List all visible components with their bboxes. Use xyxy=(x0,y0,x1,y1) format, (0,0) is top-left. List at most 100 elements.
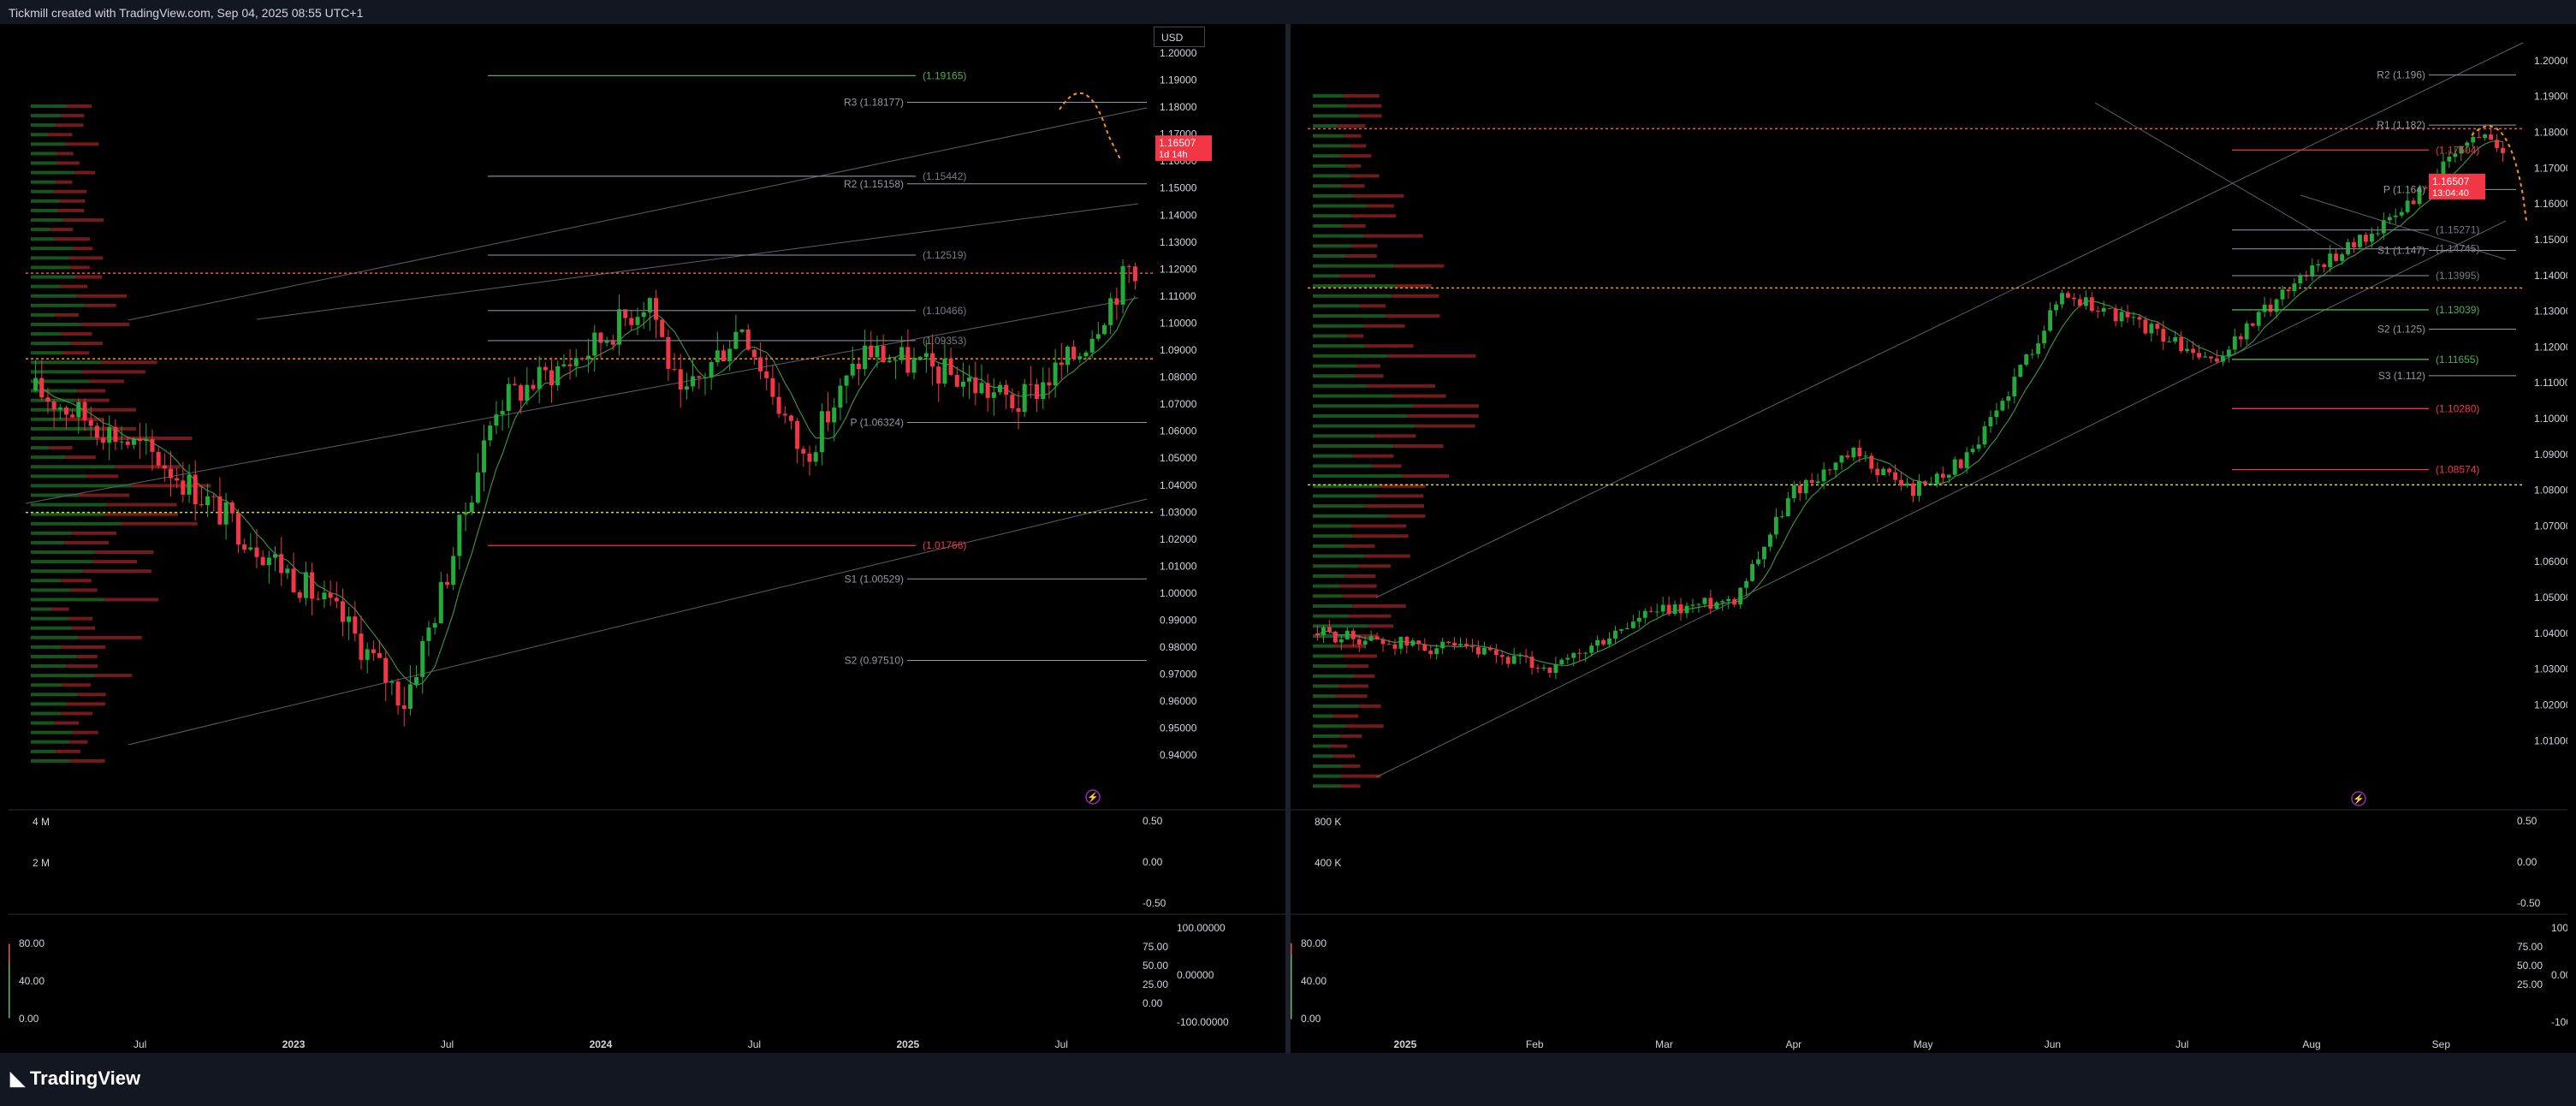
profile-bar-down xyxy=(1364,504,1425,508)
profile-bar-up xyxy=(31,654,78,658)
right-chart-canvas[interactable]: R2 (1.196) R1 (1.182) P (1.164) S1 (1.147) S… xyxy=(1289,24,2576,1053)
candle-body xyxy=(2358,235,2362,247)
profile-bar-down xyxy=(68,256,104,260)
candle-body xyxy=(2423,187,2428,188)
right-chart-panel[interactable]: R2 (1.196) R1 (1.182) P (1.164) S1 (1.147) S… xyxy=(1289,24,2576,1053)
profile-bar-up xyxy=(31,607,52,611)
candle-body xyxy=(739,329,745,332)
profile-bar-up xyxy=(1313,624,1368,628)
profile-bar-down xyxy=(1344,544,1375,548)
candle-body xyxy=(1446,641,1451,643)
profile-bar-down xyxy=(81,322,130,326)
profile-bar-up xyxy=(31,379,90,384)
candle-body xyxy=(525,384,530,401)
candle-body xyxy=(691,376,696,387)
candle-body xyxy=(51,401,56,410)
candle-body xyxy=(45,397,50,402)
price-axis-label: 1.05000 xyxy=(2534,592,2567,604)
profile-bar-down xyxy=(1352,534,1409,538)
profile-bar-down xyxy=(1353,634,1377,639)
profile-bar-down xyxy=(73,247,93,251)
candle-body xyxy=(2060,293,2064,305)
profile-bar-down xyxy=(1339,734,1362,738)
candle-body xyxy=(1768,534,1772,547)
candle-body xyxy=(776,396,781,414)
profile-bar-down xyxy=(1407,413,1479,418)
candle-body xyxy=(1660,604,1665,612)
profile-bar-up xyxy=(1313,694,1337,699)
candle-body xyxy=(893,360,898,361)
candle-body xyxy=(1356,639,1362,645)
candle-body xyxy=(2054,304,2058,311)
profile-bar-up xyxy=(31,208,58,212)
time-axis-label: Jul xyxy=(748,1038,761,1050)
profile-bar-up xyxy=(31,152,57,156)
panel-divider[interactable] xyxy=(1285,24,1291,1053)
candle-body xyxy=(764,371,769,378)
price-axis-label: 1.14000 xyxy=(2534,270,2567,282)
profile-bar-up xyxy=(31,455,67,460)
candle-body xyxy=(1010,395,1015,408)
profile-bar-up xyxy=(1313,754,1334,758)
profile-bar-down xyxy=(81,370,145,374)
candle-body xyxy=(2220,355,2225,362)
left-chart-panel[interactable]: R3 (1.18177) R2 (1.15158) P (1.06324) S1 (1… xyxy=(7,24,1285,1053)
profile-bar-down xyxy=(1347,104,1382,108)
profile-bar-down xyxy=(53,189,87,193)
profile-bar-down xyxy=(1345,253,1377,258)
tradingview-logo[interactable]: ◣ TradingView xyxy=(10,1067,140,1090)
profile-bar-down xyxy=(66,142,99,146)
candle-body xyxy=(1666,604,1671,615)
profile-bar-up xyxy=(1313,253,1346,258)
profile-bar-up xyxy=(31,351,62,355)
candle-body xyxy=(1607,638,1611,645)
profile-bar-down xyxy=(1351,214,1397,218)
profile-bar-down xyxy=(1342,764,1361,768)
candle-body xyxy=(482,440,487,473)
trend-channel-line xyxy=(2300,194,2507,260)
price-axis-label: 1.13000 xyxy=(1160,236,1197,248)
candle-body xyxy=(2107,307,2112,309)
candle-body xyxy=(1529,657,1534,669)
price-tag-countdown: 13:04:40 xyxy=(2432,188,2469,199)
trend-channel-line xyxy=(25,297,1139,504)
profile-bar-down xyxy=(115,465,181,469)
profile-bar-down xyxy=(71,626,96,630)
osc-axis-label: 40.00 xyxy=(19,975,45,987)
profile-bar-down xyxy=(1392,394,1446,398)
candle-body xyxy=(1333,631,1338,643)
profile-bar-up xyxy=(1313,374,1356,378)
candle-body xyxy=(2495,140,2499,148)
currency-selector[interactable]: USD xyxy=(1154,27,1205,47)
profile-bar-up xyxy=(1313,134,1344,138)
candle-body xyxy=(235,513,240,545)
left-chart-canvas[interactable]: R3 (1.18177) R2 (1.15158) P (1.06324) S1 (1… xyxy=(7,24,1285,1053)
fib-level-label: (1.13995) xyxy=(2436,270,2479,282)
candle-body xyxy=(1803,479,1808,494)
candle-body xyxy=(1797,485,1802,494)
profile-bar-down xyxy=(1341,784,1361,788)
profile-bar-up xyxy=(1313,744,1331,748)
fib-level-label: (1.17504) xyxy=(2436,144,2479,156)
candle-body xyxy=(788,415,793,421)
profile-bar-down xyxy=(1359,304,1386,308)
candle-body xyxy=(795,420,800,449)
profile-bar-down xyxy=(77,294,128,298)
profile-bar-up xyxy=(31,521,122,526)
vol-osc-axis-label: 0.50 xyxy=(2517,815,2537,827)
profile-bar-up xyxy=(31,474,86,479)
price-axis-label: 1.08000 xyxy=(1160,372,1197,384)
fib-level-label: (1.15442) xyxy=(923,170,966,182)
profile-bar-up xyxy=(31,730,73,734)
candle-body xyxy=(1126,265,1131,267)
candle-body xyxy=(1785,498,1790,517)
profile-bar-down xyxy=(72,730,98,734)
profile-bar-up xyxy=(1313,404,1414,408)
candle-body xyxy=(1750,563,1754,581)
candle-body xyxy=(1917,481,1921,497)
pivot-level-label: R2 (1.15158) xyxy=(844,178,904,190)
profile-bar-down xyxy=(1350,144,1367,148)
profile-bar-up xyxy=(1313,584,1340,588)
profile-bar-down xyxy=(60,332,92,336)
candle-body xyxy=(654,298,659,320)
